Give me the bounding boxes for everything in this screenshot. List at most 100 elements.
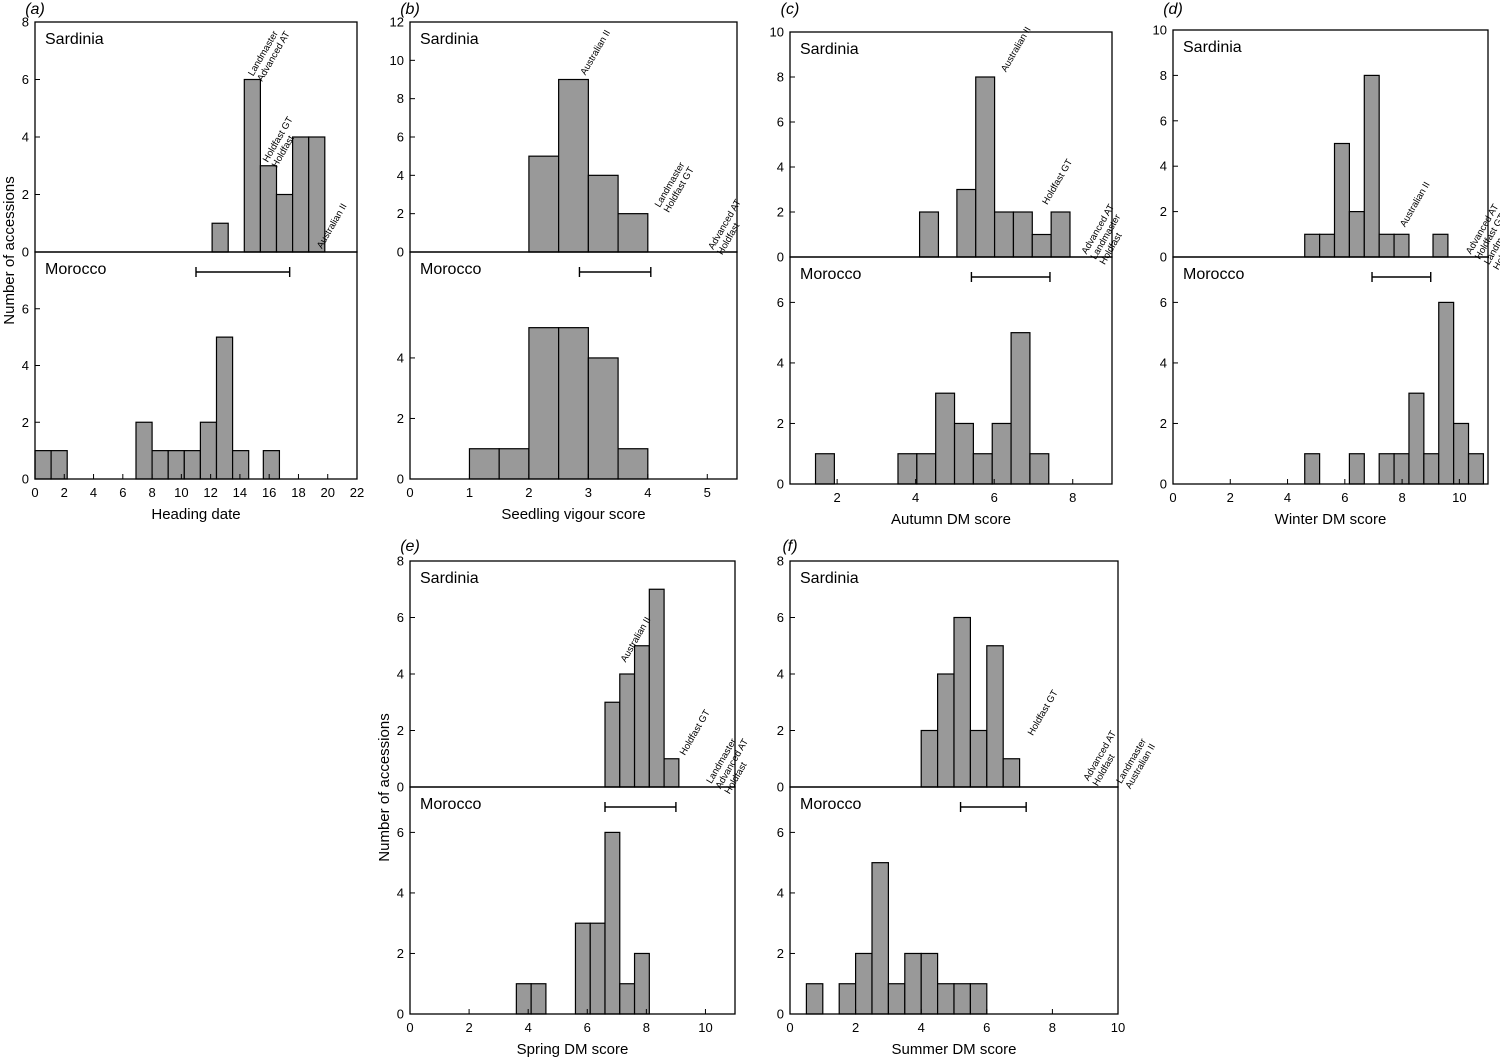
cultivar-name: Holdfast GT (1026, 688, 1061, 738)
bottom-bar-4 (151, 450, 169, 480)
y-tick-label: 8 (777, 70, 784, 85)
x-tick-label: 0 (406, 1020, 413, 1035)
y-tick-label: 2 (22, 187, 29, 202)
top-bar-7 (1050, 211, 1071, 258)
x-tick-label: 8 (148, 485, 155, 500)
y-tick-label: 6 (397, 130, 404, 145)
frame-top (1172, 29, 1489, 258)
y-tick-label: 8 (22, 15, 29, 30)
y-tick-label: 0 (22, 245, 29, 260)
x-tick-label: 20 (320, 485, 334, 500)
x-tick-label: 10 (698, 1020, 712, 1035)
cultivar-annotation-1: LandmasterAdvanced AT (246, 24, 293, 83)
bottom-bar-8 (1453, 422, 1470, 485)
y-tick-label: 8 (1160, 68, 1167, 83)
bottom-bar-4 (935, 392, 956, 485)
region-label: Sardinia (1183, 39, 1242, 56)
bottom-bar-1 (814, 453, 835, 485)
y-tick-label: 6 (397, 610, 404, 625)
x-tick-label: 4 (644, 485, 651, 500)
bottom-bar-3 (528, 327, 560, 480)
y-tick-label: 0 (777, 250, 784, 265)
y-tick-label: 4 (22, 130, 29, 145)
y-tick-label: 2 (397, 206, 404, 221)
x-tick-label: 2 (834, 490, 841, 505)
y-tick-label: 6 (22, 301, 29, 316)
top-bar-3 (633, 645, 650, 788)
bottom-bar-9 (953, 983, 971, 1015)
y-tick-label: 8 (777, 554, 784, 569)
y-tick-label: 2 (397, 723, 404, 738)
bottom-bar-2 (50, 450, 68, 480)
bottom-bar-8 (936, 983, 955, 1015)
panel-tag: (b) (400, 1, 420, 18)
y-tick-label: 0 (397, 472, 404, 487)
bottom-bar-1 (805, 983, 824, 1015)
bottom-bar-7 (1438, 301, 1455, 485)
region-label: Sardinia (420, 570, 479, 587)
y-tick-label: 2 (397, 946, 404, 961)
bottom-bar-10 (262, 450, 281, 480)
bottom-bar-5 (1408, 392, 1425, 485)
bottom-bar-3 (135, 421, 153, 480)
cultivar-name: Australian II (1398, 180, 1433, 229)
x-tick-label: 8 (1398, 490, 1405, 505)
region-label: Morocco (420, 261, 481, 278)
top-bar-7 (1393, 233, 1410, 258)
bottom-bar-8 (1010, 332, 1031, 485)
x-tick-label: 6 (119, 485, 126, 500)
top-bar-2 (558, 78, 589, 253)
bottom-bar-10 (969, 983, 988, 1015)
x-axis-label: Spring DM score (517, 1041, 629, 1058)
bottom-bar-7 (920, 952, 939, 1015)
x-tick-label: 10 (174, 485, 188, 500)
region-label: Sardinia (45, 31, 104, 48)
x-axis-label: Heading date (151, 506, 240, 523)
x-tick-label: 6 (983, 1020, 990, 1035)
bottom-bar-2 (530, 983, 547, 1015)
bottom-bar-5 (953, 422, 974, 485)
top-bar-4 (648, 588, 665, 788)
x-axis-label: Seedling vigour score (501, 506, 645, 523)
bottom-bar-6 (617, 448, 649, 480)
panel-tag: (c) (781, 1, 800, 18)
x-tick-label: 1 (466, 485, 473, 500)
cultivar-name: Holdfast GT (678, 708, 713, 758)
bottom-bar-7 (991, 422, 1012, 485)
cultivar-annotation-2: Holdfast GT (678, 708, 713, 758)
y-tick-label: 10 (770, 25, 784, 40)
top-bar-1 (920, 729, 939, 788)
top-bar-1 (211, 222, 229, 253)
top-bar-3 (953, 616, 971, 788)
top-bar-2 (619, 673, 636, 788)
frame-bottom (789, 786, 1119, 1015)
x-tick-label: 4 (1284, 490, 1291, 505)
bottom-bar-4 (558, 327, 589, 480)
x-tick-label: 6 (991, 490, 998, 505)
y-tick-label: 2 (777, 416, 784, 431)
y-tick-label: 6 (22, 72, 29, 87)
y-tick-label: 0 (397, 1007, 404, 1022)
bottom-bar-6 (904, 952, 922, 1015)
region-label: Morocco (420, 796, 481, 813)
y-tick-label: 8 (397, 554, 404, 569)
cultivar-annotation-1: Australian II (1398, 180, 1433, 229)
top-bar-3 (1333, 142, 1350, 258)
bottom-bar-3 (916, 453, 937, 485)
cultivar-annotation-2: Advanced ATHoldfast GTLandmasterHoldfast (1464, 202, 1500, 272)
x-tick-label: 12 (203, 485, 217, 500)
x-tick-label: 0 (1169, 490, 1176, 505)
panel-tag: (d) (1163, 1, 1183, 18)
frame-bottom (409, 251, 738, 480)
top-bar-4 (275, 193, 294, 253)
y-tick-label: 0 (777, 477, 784, 492)
cultivar-name: Holdfast GT (1040, 157, 1075, 207)
bottom-bar-5 (587, 357, 619, 480)
bottom-bar-7 (199, 421, 218, 480)
x-tick-label: 4 (90, 485, 97, 500)
y-tick-label: 10 (390, 53, 404, 68)
bottom-bar-4 (589, 922, 606, 1015)
top-bar-5 (1012, 211, 1033, 258)
